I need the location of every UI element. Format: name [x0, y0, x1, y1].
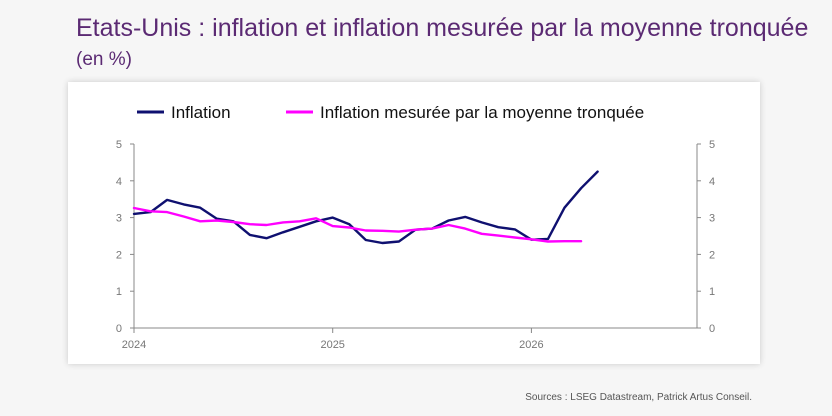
series-line-inflation: [132, 170, 599, 245]
y-tick-label-left: 4: [116, 176, 122, 188]
y-tick-label-right: 3: [709, 213, 715, 225]
y-tick-label-right: 5: [709, 139, 715, 151]
chart-panel: [68, 82, 760, 364]
legend-label-inflation: Inflation: [171, 103, 231, 122]
y-tick-label-right: 4: [709, 176, 715, 188]
series-line-trimmed-mean: [132, 206, 583, 243]
source-note: Sources : LSEG Datastream, Patrick Artus…: [525, 392, 752, 403]
series-group: [132, 170, 599, 245]
y-tick-label-left: 3: [116, 213, 122, 225]
y-tick-label-left: 0: [116, 323, 122, 335]
chart-title: Etats-Unis : inflation et inflation mesu…: [76, 14, 816, 74]
title-unit: (en %): [76, 49, 132, 70]
title-main: Etats-Unis : inflation et inflation mesu…: [76, 14, 809, 42]
legend-label-trimmed-mean: Inflation mesurée par la moyenne tronqué…: [320, 103, 644, 122]
x-tick-label: 2024: [122, 339, 146, 351]
y-tick-label-right: 0: [709, 323, 715, 335]
y-tick-label-left: 1: [116, 286, 122, 298]
y-tick-label-left: 5: [116, 139, 122, 151]
x-tick-label: 2025: [320, 339, 344, 351]
y-tick-label-right: 2: [709, 249, 715, 261]
x-tick-label: 2026: [519, 339, 543, 351]
y-tick-label-right: 1: [709, 286, 715, 298]
legend: Inflation Inflation mesurée par la moyen…: [137, 103, 644, 122]
y-tick-label-left: 2: [116, 249, 122, 261]
axes: 0 1 2 3 4 5 0 1 2 3 4 5 2024 2025 2026: [116, 139, 715, 351]
